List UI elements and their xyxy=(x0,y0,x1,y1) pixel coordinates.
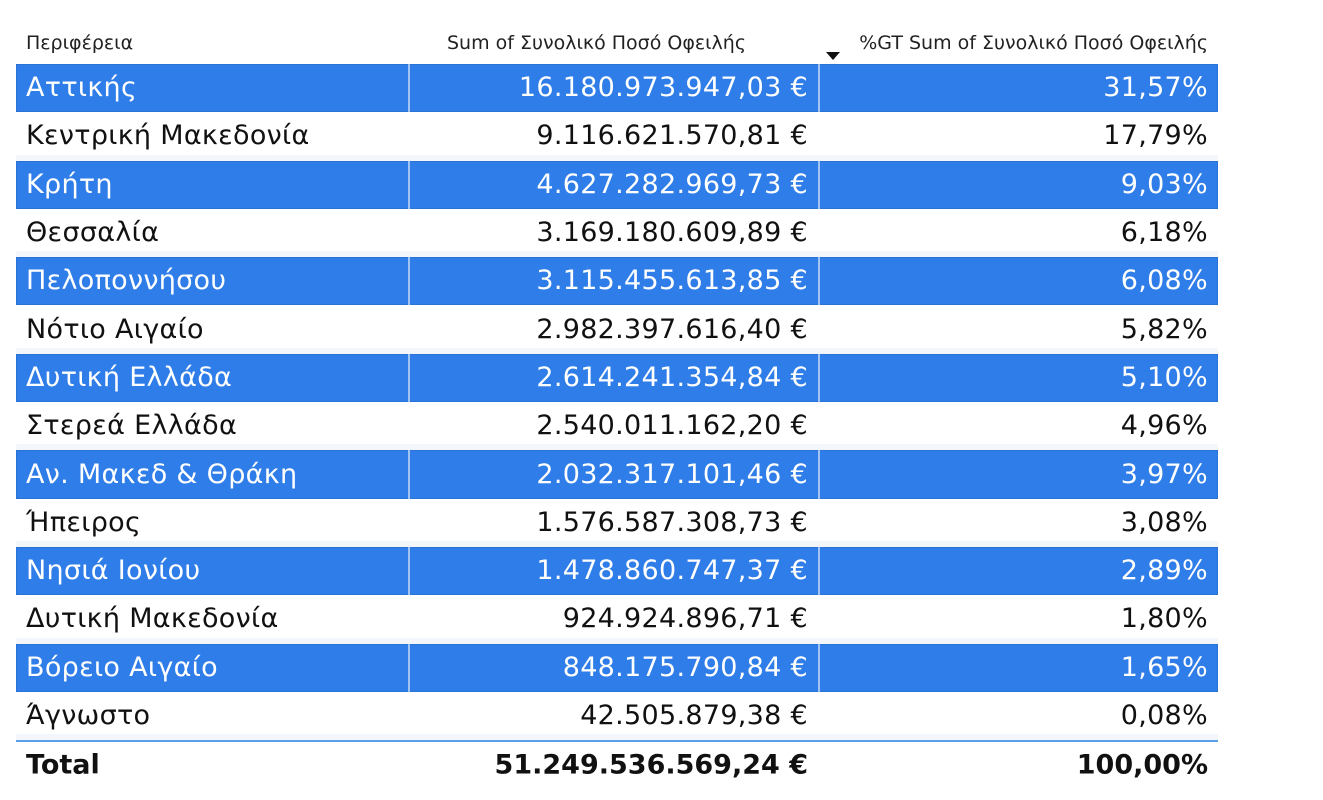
row-percent: 6,08% xyxy=(1120,265,1208,297)
row-percent: 6,18% xyxy=(1120,216,1208,248)
row-sum: 16.180.973.947,03 € xyxy=(518,72,808,104)
row-sum: 2.540.011.162,20 € xyxy=(536,410,808,442)
row-percent: 5,82% xyxy=(1120,313,1208,345)
data-table: Περιφέρεια Sum of Συνολικό Ποσό Οφειλής … xyxy=(16,22,1218,788)
row-sum: 1.576.587.308,73 € xyxy=(536,506,808,538)
row-percent: 2,89% xyxy=(1120,554,1208,586)
column-separator xyxy=(408,64,410,113)
column-separator xyxy=(818,643,820,692)
total-percent: 100,00% xyxy=(1076,749,1208,781)
row-region: Δυτική Μακεδονία xyxy=(26,603,279,635)
column-separator xyxy=(818,160,820,209)
total-sum: 51.249.536.569,24 € xyxy=(494,749,808,781)
row-percent: 4,96% xyxy=(1120,410,1208,442)
row-sum: 4.627.282.969,73 € xyxy=(536,168,808,200)
row-percent: 5,10% xyxy=(1120,361,1208,393)
row-percent: 1,65% xyxy=(1120,651,1208,683)
table-row[interactable]: Θεσσαλία 3.169.180.609,89 € 6,18% xyxy=(16,209,1218,258)
row-sum: 924.924.896,71 € xyxy=(562,603,808,635)
table-row[interactable]: Πελοποννήσου 3.115.455.613,85 € 6,08% xyxy=(16,257,1218,306)
row-percent: 3,08% xyxy=(1120,506,1208,538)
row-sum: 2.614.241.354,84 € xyxy=(536,361,808,393)
table-row[interactable]: Νησιά Ιονίου 1.478.860.747,37 € 2,89% xyxy=(16,546,1218,596)
table-row[interactable]: Δυτική Ελλάδα 2.614.241.354,84 € 5,10% xyxy=(16,353,1218,403)
total-row: Total 51.249.536.569,24 € 100,00% xyxy=(16,740,1218,788)
table-body: Αττικής 16.180.973.947,03 € 31,57% Κεντρική… xyxy=(16,64,1218,741)
column-separator xyxy=(408,546,410,596)
table-row[interactable]: Αν. Μακεδ & Θράκη 2.032.317.101,46 € 3,97% xyxy=(16,450,1218,499)
column-separator xyxy=(818,450,820,499)
row-sum: 848.175.790,84 € xyxy=(562,651,808,683)
table-row[interactable]: Κρήτη 4.627.282.969,73 € 9,03% xyxy=(16,160,1218,209)
row-region: Αν. Μακεδ & Θράκη xyxy=(26,458,298,490)
row-percent: 17,79% xyxy=(1103,120,1208,152)
row-region: Κεντρική Μακεδονία xyxy=(26,120,310,152)
table-row[interactable]: Άγνωστο 42.505.879,38 € 0,08% xyxy=(16,692,1218,741)
column-header-region[interactable]: Περιφέρεια xyxy=(26,32,134,54)
column-separator xyxy=(408,450,410,499)
row-percent: 3,97% xyxy=(1120,458,1208,490)
row-percent: 1,80% xyxy=(1120,603,1208,635)
table-row[interactable]: Στερεά Ελλάδα 2.540.011.162,20 € 4,96% xyxy=(16,402,1218,451)
row-region: Αττικής xyxy=(26,72,138,104)
total-label: Total xyxy=(26,749,100,781)
column-separator xyxy=(408,353,410,403)
row-region: Νησιά Ιονίου xyxy=(26,554,201,586)
row-region: Ήπειρος xyxy=(26,506,142,538)
column-separator xyxy=(408,643,410,692)
row-sum: 3.115.455.613,85 € xyxy=(536,265,808,297)
row-sum: 9.116.621.570,81 € xyxy=(536,120,808,152)
row-underline xyxy=(16,444,1218,451)
table-row[interactable]: Κεντρική Μακεδονία 9.116.621.570,81 € 17,7… xyxy=(16,112,1218,161)
row-region: Άγνωστο xyxy=(26,699,151,731)
row-underline xyxy=(16,637,1218,644)
table-row[interactable]: Αττικής 16.180.973.947,03 € 31,57% xyxy=(16,64,1218,113)
row-underline xyxy=(16,154,1218,161)
row-percent: 31,57% xyxy=(1103,72,1208,104)
column-separator xyxy=(818,546,820,596)
table-row[interactable]: Βόρειο Αιγαίο 848.175.790,84 € 1,65% xyxy=(16,643,1218,692)
row-sum: 42.505.879,38 € xyxy=(580,699,808,731)
table-row[interactable]: Νότιο Αιγαίο 2.982.397.616,40 € 5,82% xyxy=(16,305,1218,354)
column-separator xyxy=(818,257,820,306)
row-region: Νότιο Αιγαίο xyxy=(26,313,204,345)
row-sum: 2.982.397.616,40 € xyxy=(536,313,808,345)
row-sum: 1.478.860.747,37 € xyxy=(536,554,808,586)
table-header: Περιφέρεια Sum of Συνολικό Ποσό Οφειλής … xyxy=(16,22,1218,64)
column-header-sum[interactable]: Sum of Συνολικό Ποσό Οφειλής xyxy=(446,32,746,54)
row-region: Πελοποννήσου xyxy=(26,265,227,297)
row-percent: 0,08% xyxy=(1120,699,1208,731)
column-separator xyxy=(818,64,820,113)
row-underline xyxy=(16,734,1218,741)
row-underline xyxy=(16,540,1218,547)
column-separator xyxy=(818,353,820,403)
row-region: Κρήτη xyxy=(26,168,113,200)
row-sum: 3.169.180.609,89 € xyxy=(536,216,808,248)
table-row[interactable]: Ήπειρος 1.576.587.308,73 € 3,08% xyxy=(16,499,1218,547)
row-region: Στερεά Ελλάδα xyxy=(26,410,238,442)
row-underline xyxy=(16,347,1218,354)
row-region: Θεσσαλία xyxy=(26,216,160,248)
column-separator xyxy=(408,257,410,306)
row-underline xyxy=(16,251,1218,258)
column-separator xyxy=(408,160,410,209)
table-row[interactable]: Δυτική Μακεδονία 924.924.896,71 € 1,80% xyxy=(16,595,1218,644)
row-region: Βόρειο Αιγαίο xyxy=(26,651,218,683)
row-percent: 9,03% xyxy=(1120,168,1208,200)
column-header-percent[interactable]: %GT Sum of Συνολικό Ποσό Οφειλής xyxy=(859,32,1208,54)
sort-descending-icon[interactable] xyxy=(826,52,840,60)
row-sum: 2.032.317.101,46 € xyxy=(536,458,808,490)
row-region: Δυτική Ελλάδα xyxy=(26,361,233,393)
